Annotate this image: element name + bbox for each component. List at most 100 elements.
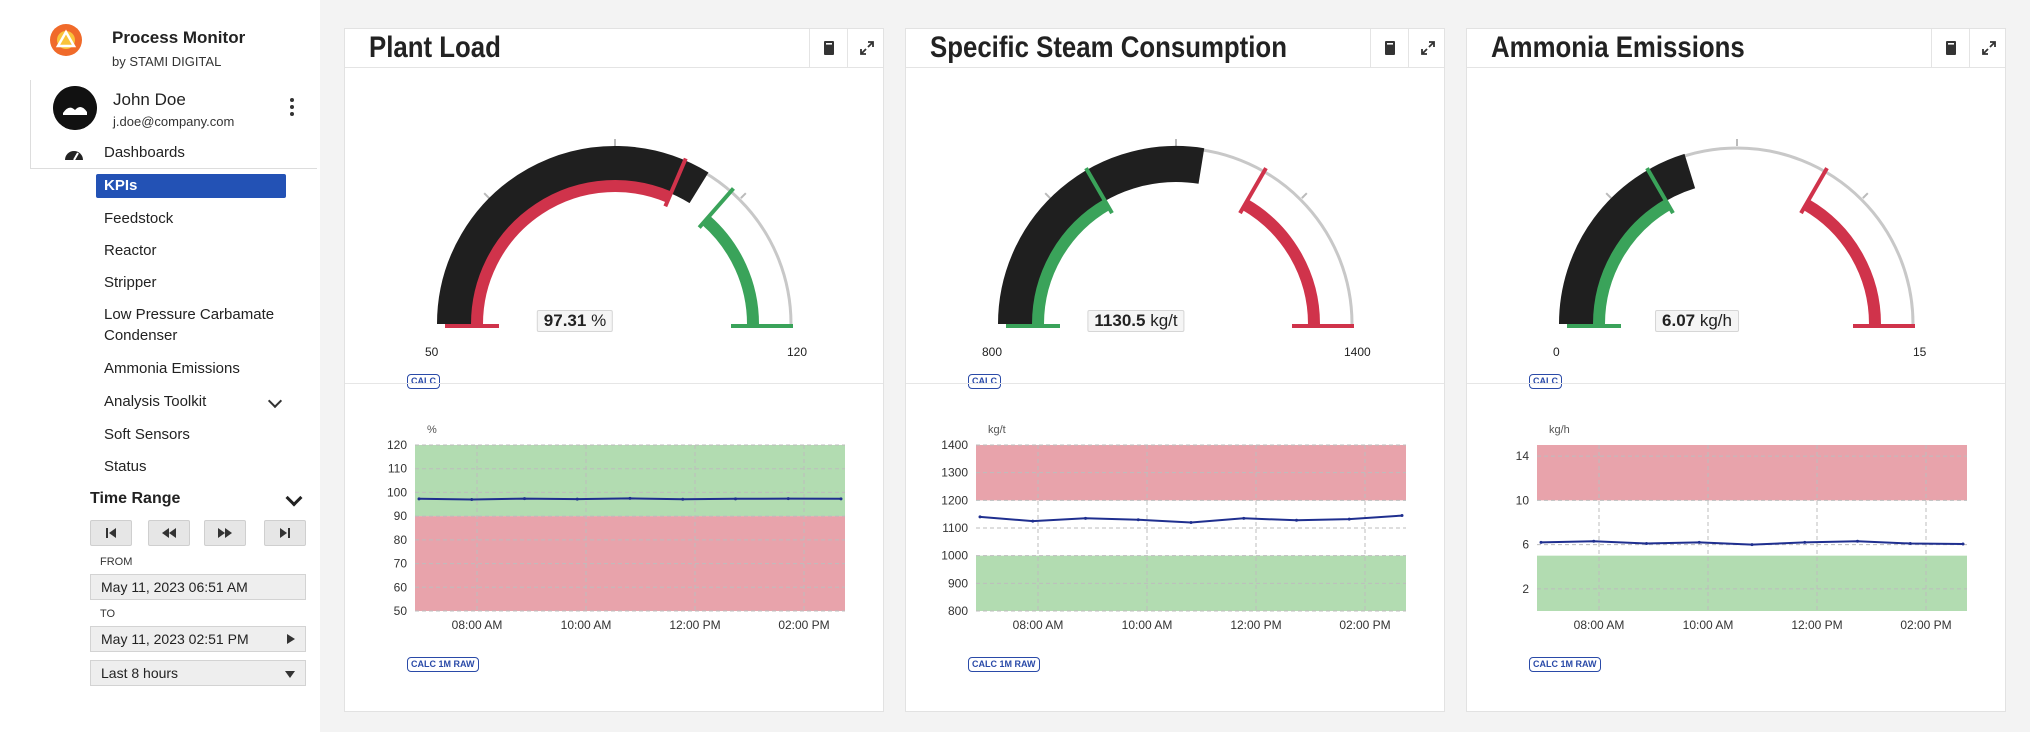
info-book-button[interactable] [1931,29,1969,67]
calc-1m-raw-badge: CALC 1M RAW [407,657,479,672]
gauge-svg [437,139,793,328]
trend-chart: 50 60 70 80 90 100 110 120 08:00 AM 10:00 AM 12:00… [387,424,845,631]
app-logo-icon [50,24,82,56]
gauge-svg [998,139,1354,328]
gauge-min-label: 50 [425,345,439,359]
calc-badge: CALC [968,374,1001,389]
skip-back-icon [106,528,116,538]
book-icon [823,41,834,55]
series-point [1645,541,1648,545]
gauge-value: 1130.5 [1094,311,1146,330]
y-tick-label: 60 [394,580,408,594]
gauge-red-band [1241,199,1320,325]
y-tick-label: 1200 [941,493,968,507]
to-date-value: May 11, 2023 02:51 PM [101,631,249,647]
calc-badge: CALC [1529,374,1562,389]
x-tick-label: 08:00 AM [452,618,503,631]
gauge-threshold-marker [1238,167,1268,215]
series-point [1031,519,1035,523]
gauge-green-band [1593,199,1672,325]
from-date-value: May 11, 2023 06:51 AM [101,579,248,595]
info-book-button[interactable] [809,29,847,67]
series-point [1295,518,1298,522]
time-range-title: Time Range [90,490,181,507]
panel-title: Ammonia Emissions [1491,31,1745,64]
gauge-readout: 6.07 kg/h [1655,310,1739,332]
gauge-min-label: 800 [982,345,1003,359]
x-tick-label: 10:00 AM [1683,618,1734,631]
nav-section-label: Dashboards [104,144,185,161]
gauge-max-label: 120 [787,345,808,359]
book-icon [1384,41,1395,55]
play-icon[interactable] [287,634,295,644]
x-tick-label: 02:00 PM [778,618,829,631]
y-tick-label: 800 [948,604,968,618]
gauge-svg [1559,139,1915,328]
series-point [1189,520,1193,524]
series-point [575,497,579,501]
x-tick-label: 12:00 PM [669,618,720,631]
x-tick-label: 08:00 AM [1013,618,1064,631]
user-card: John Doe j.doe@company.com [30,80,317,169]
nav-item-feedstock[interactable]: Feedstock [104,210,174,227]
nav-item-kpis[interactable]: KPIs [96,174,286,198]
gauge: 97.31 % 50 120 CALC [345,69,885,389]
gauge-red-band [471,180,672,325]
skip-to-end-button[interactable] [264,520,306,546]
series-point [1592,539,1596,543]
user-name: John Doe [113,90,186,109]
y-unit-label: kg/h [1549,424,1570,436]
nav-item-reactor[interactable]: Reactor [104,242,157,259]
step-back-button[interactable] [148,520,190,546]
gauge-green-band [1032,199,1111,325]
nav-item-soft-sensors[interactable]: Soft Sensors [104,426,190,443]
gauge-threshold-marker [1084,167,1114,215]
x-tick-label: 02:00 PM [1900,618,1951,631]
series-point [1539,540,1543,544]
y-unit-label: % [427,424,437,436]
to-date-field[interactable]: May 11, 2023 02:51 PM [90,626,306,652]
y-tick-label: 2 [1522,582,1529,596]
series-point [1750,543,1754,547]
gauge-tick [1862,192,1869,199]
expand-button[interactable] [1969,29,2007,67]
y-tick-label: 14 [1516,449,1530,463]
chevron-down-icon[interactable] [285,489,303,507]
skip-to-start-button[interactable] [90,520,132,546]
trend-chart: 800 900 1000 1100 1200 1300 1400 08:00 AM 10:00 … [941,424,1406,631]
expand-button[interactable] [847,29,885,67]
chevron-down-icon [267,393,283,409]
x-tick-label: 10:00 AM [1122,618,1173,631]
nav-item-ammonia-emissions[interactable]: Ammonia Emissions [104,360,240,377]
nav-item-status[interactable]: Status [104,458,147,475]
panel-divider [906,383,1444,384]
nav-item-stripper[interactable]: Stripper [104,274,157,291]
expand-button[interactable] [1408,29,1446,67]
more-options-icon[interactable] [287,96,297,120]
expand-icon [1981,41,1996,55]
from-date-field[interactable]: May 11, 2023 06:51 AM [90,574,306,600]
avatar[interactable] [53,86,97,130]
nav-item-lp-carbamate-condenser[interactable]: Low Pressure Carbamate Condenser [104,306,275,344]
nav-section-dashboards[interactable]: Dashboards [64,144,284,164]
info-book-button[interactable] [1370,29,1408,67]
y-tick-label: 110 [388,462,407,476]
series-point [1242,516,1246,520]
gauge-value: 6.07 [1662,311,1696,330]
gauge-threshold-marker [697,187,735,229]
range-preset-select[interactable]: Last 8 hours [90,660,306,686]
gauge-value-fill [437,146,709,325]
series-point [734,497,737,501]
series-point [1803,540,1807,544]
gauge: 1130.5 kg/t 800 1400 CALC [906,69,1446,389]
nav-item-label: Analysis Toolkit [104,393,207,410]
gauge-readout: 97.31 % [536,310,614,332]
y-tick-label: 70 [394,557,408,571]
y-tick-label: 1400 [941,438,968,452]
y-tick-label: 1000 [941,549,968,563]
nav-item-analysis-toolkit[interactable]: Analysis Toolkit [96,390,286,414]
step-forward-button[interactable] [204,520,246,546]
gauge-green-band [701,215,759,325]
series-point [1084,516,1087,520]
kpi-panel-specific-steam-consumption: Specific Steam Consumption 1130.5 kg/t 8… [905,28,1445,712]
